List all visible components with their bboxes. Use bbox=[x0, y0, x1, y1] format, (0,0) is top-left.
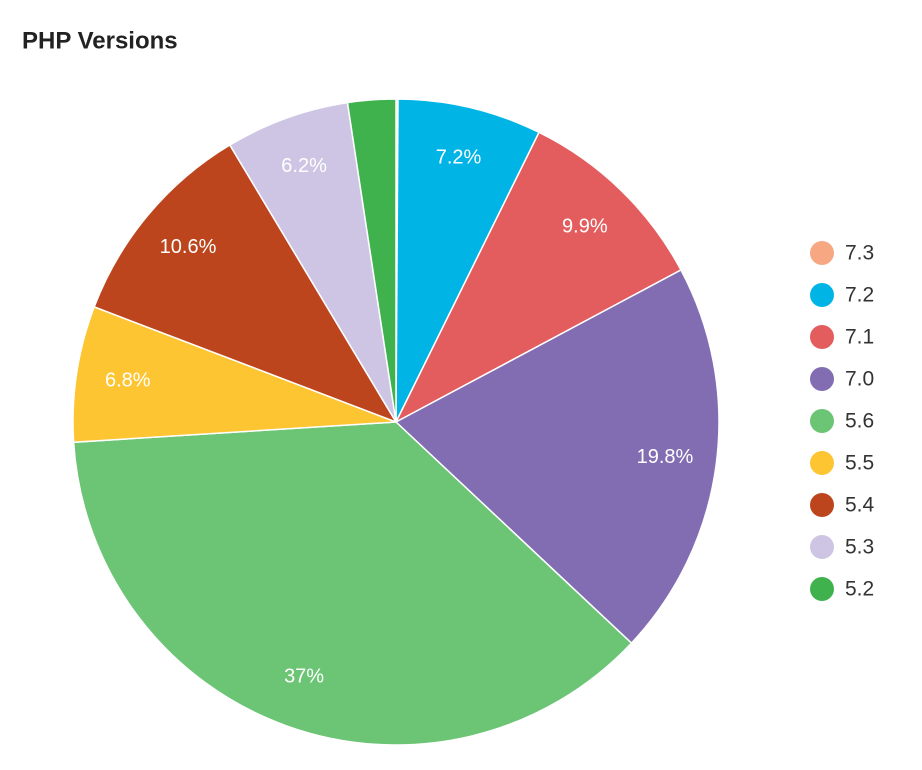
value-label: 7.2% bbox=[436, 146, 482, 168]
pie-slice bbox=[72, 305, 397, 444]
legend-label: 5.3 bbox=[845, 536, 874, 559]
value-label: 10.6% bbox=[160, 236, 217, 258]
value-label: 37% bbox=[284, 666, 324, 688]
legend-swatch bbox=[810, 409, 834, 433]
legend-label: 5.2 bbox=[845, 578, 874, 601]
legend-swatch bbox=[810, 535, 834, 559]
pie-slice bbox=[394, 131, 682, 424]
value-label: 9.9% bbox=[562, 215, 608, 237]
legend-swatch bbox=[810, 577, 834, 601]
legend-label: 5.4 bbox=[845, 494, 875, 517]
legend-swatch bbox=[810, 325, 834, 349]
pie-slice bbox=[394, 268, 720, 645]
pie-slice bbox=[228, 101, 397, 423]
legend-swatch bbox=[810, 367, 834, 391]
legend-label: 7.0 bbox=[845, 368, 874, 391]
legend-label: 7.1 bbox=[845, 326, 874, 349]
value-label: 19.8% bbox=[637, 446, 694, 468]
legend-swatch bbox=[810, 283, 834, 307]
legend-label: 7.3 bbox=[845, 242, 874, 265]
pie-slice bbox=[93, 143, 398, 424]
legend-swatch bbox=[810, 451, 834, 475]
legend-label: 7.2 bbox=[845, 284, 874, 307]
pie-slice bbox=[72, 421, 633, 746]
legend-label: 5.5 bbox=[845, 452, 874, 475]
chart-title: PHP Versions bbox=[22, 27, 178, 54]
value-label: 6.8% bbox=[105, 370, 151, 392]
legend-swatch bbox=[810, 493, 834, 517]
pie-slice bbox=[395, 98, 541, 423]
pie-slice bbox=[346, 98, 397, 423]
legend-swatch bbox=[810, 241, 834, 265]
value-label: 6.2% bbox=[281, 155, 327, 177]
legend-label: 5.6 bbox=[845, 410, 874, 433]
